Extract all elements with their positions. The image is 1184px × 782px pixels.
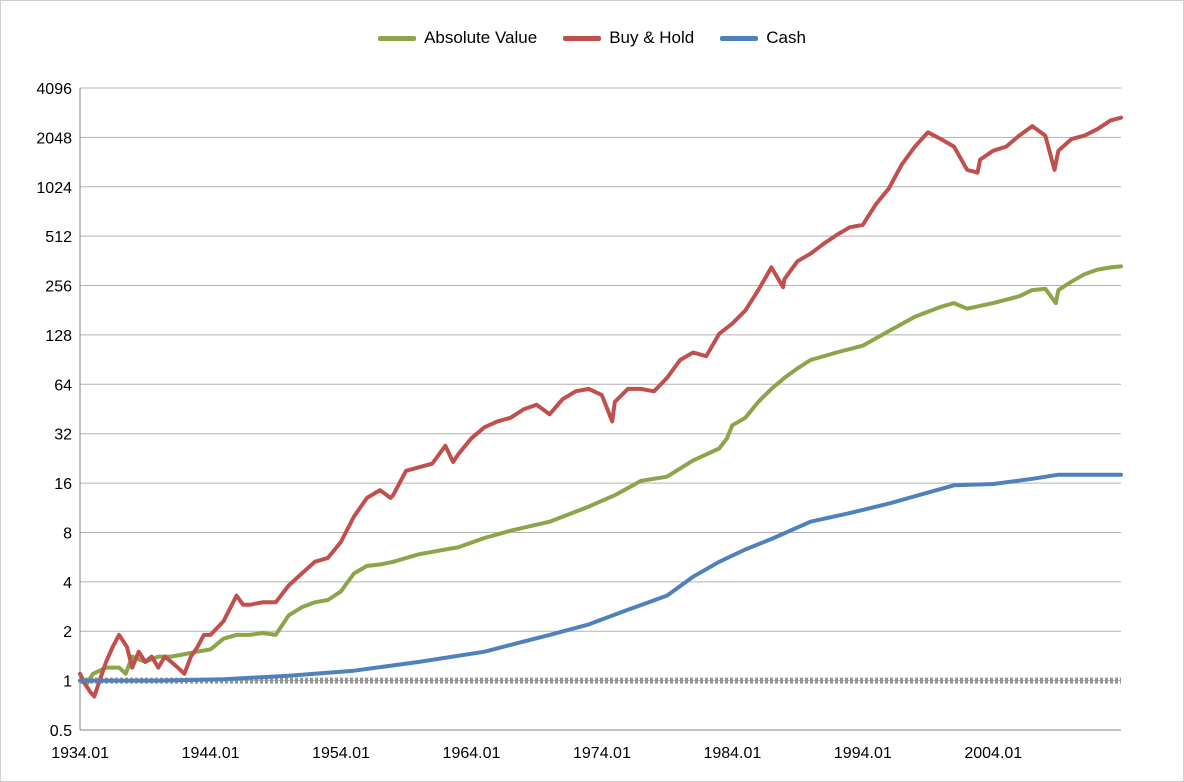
legend-item-buy-and-hold: Buy & Hold xyxy=(563,28,694,48)
x-tick-label-0: 1934.01 xyxy=(51,745,109,762)
legend: Absolute Value Buy & Hold Cash xyxy=(0,28,1184,48)
axis-layer: 0.5 1 2 4 8 16 32 64 128 256 512 1024 2048 4096 1934.0… xyxy=(36,81,1121,762)
y-tick-label-10: 512 xyxy=(45,229,72,246)
x-tick-label-4: 1974.01 xyxy=(573,745,631,762)
y-tick-label-1: 1 xyxy=(63,674,72,691)
legend-item-cash: Cash xyxy=(720,28,806,48)
y-tick-label-3: 4 xyxy=(63,575,72,592)
y-tick-label-9: 256 xyxy=(45,279,72,296)
legend-label-buy-and-hold: Buy & Hold xyxy=(609,28,695,47)
legend-label-cash: Cash xyxy=(766,28,806,47)
y-tick-label-2: 2 xyxy=(63,624,72,641)
series-line-cash xyxy=(78,472,1123,683)
legend-swatch-cash xyxy=(720,35,759,41)
x-tick-label-7: 2004.01 xyxy=(964,745,1022,762)
y-tick-label-4: 8 xyxy=(63,525,72,542)
legend-item-absolute-value: Absolute Value xyxy=(378,28,537,48)
legend-swatch-buy-and-hold xyxy=(563,35,602,41)
legend-swatch-absolute-value xyxy=(378,35,417,41)
legend-label-absolute-value: Absolute Value xyxy=(424,28,538,47)
series-layer xyxy=(78,115,1123,699)
x-tick-label-2: 1954.01 xyxy=(312,745,370,762)
x-tick-label-1: 1944.01 xyxy=(182,745,240,762)
x-tick-label-5: 1984.01 xyxy=(703,745,761,762)
x-tick-label-3: 1964.01 xyxy=(443,745,501,762)
y-tick-label-13: 4096 xyxy=(36,81,72,98)
series-line-buy-hold xyxy=(78,115,1123,699)
y-tick-label-12: 2048 xyxy=(36,130,72,147)
x-tick-label-6: 1994.01 xyxy=(834,745,892,762)
y-tick-label-0: 0.5 xyxy=(50,723,72,740)
y-tick-label-6: 32 xyxy=(54,427,72,444)
y-tick-label-5: 16 xyxy=(54,476,72,493)
y-tick-label-11: 1024 xyxy=(36,180,72,197)
y-tick-label-8: 128 xyxy=(45,328,72,345)
y-tick-label-7: 64 xyxy=(54,377,72,394)
